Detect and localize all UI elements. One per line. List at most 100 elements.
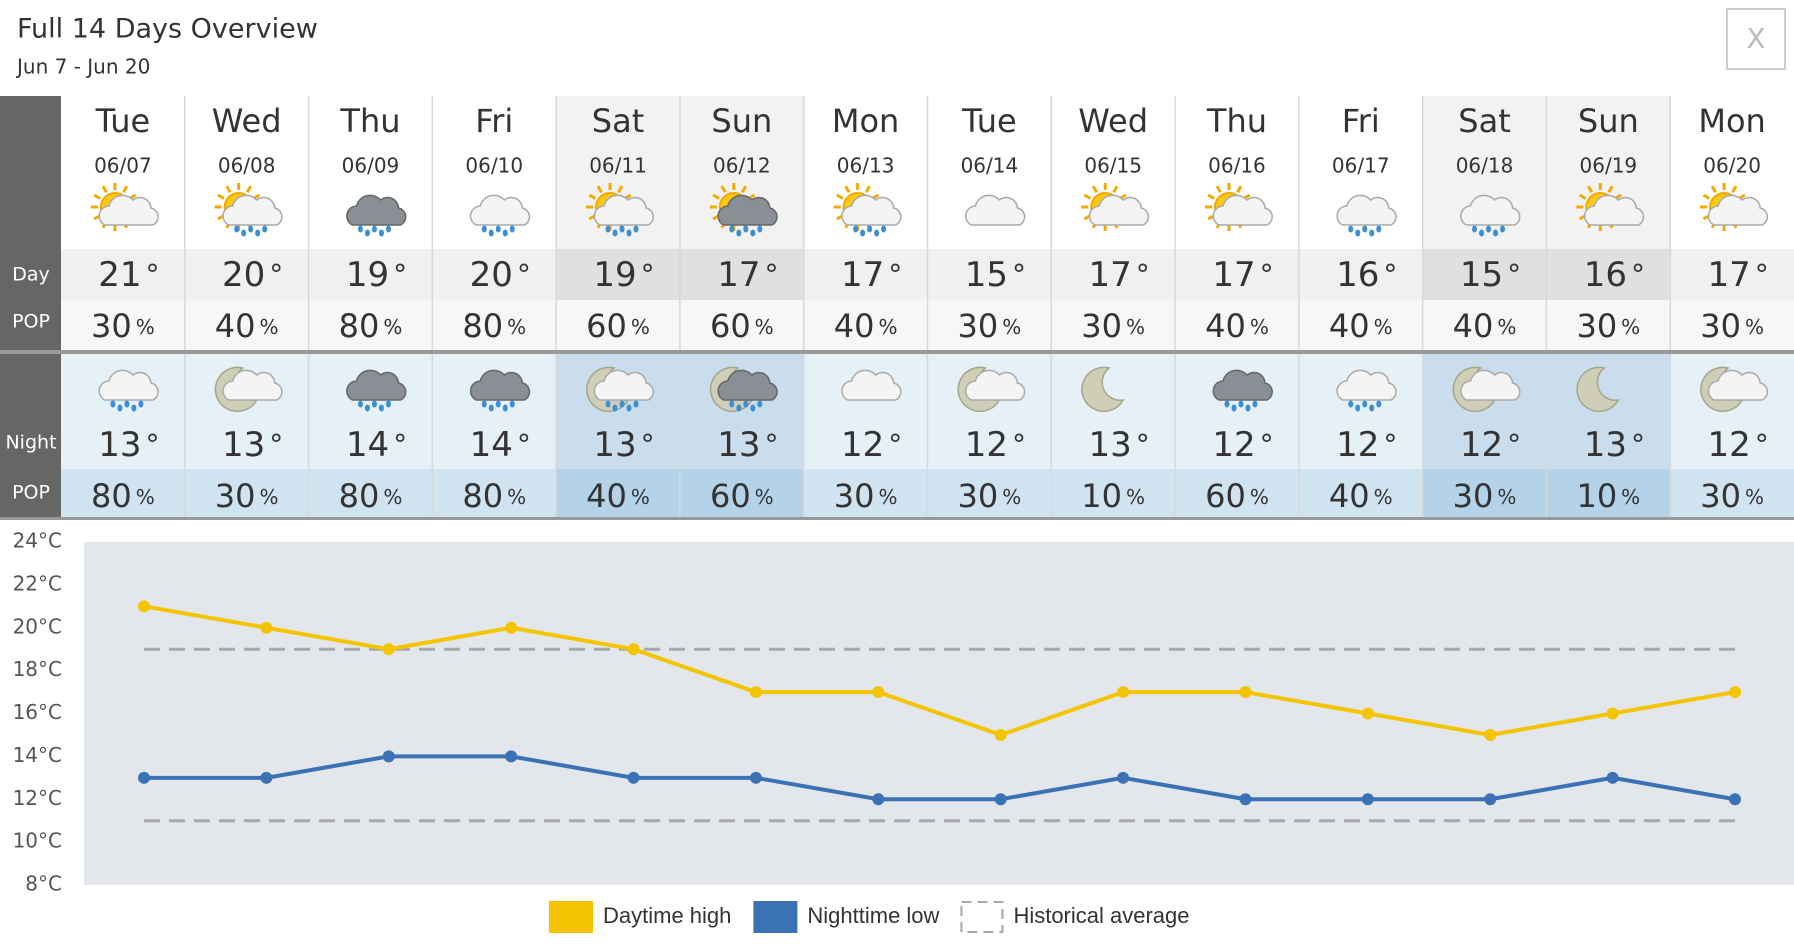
day-pop: 40% <box>1205 307 1269 345</box>
day-pop-value: 40 <box>215 307 256 345</box>
night-temp-value: 12 <box>1460 425 1503 465</box>
cloud-icon <box>1212 194 1273 226</box>
night-pop: 30% <box>958 477 1022 515</box>
night-pop: 30% <box>215 477 279 515</box>
night-pop-value: 60 <box>1205 477 1246 515</box>
day-temp: 16 ° <box>1584 255 1645 295</box>
day-temp: 16 ° <box>1336 255 1397 295</box>
cell-bg <box>432 469 557 518</box>
day-temp: 17 ° <box>1212 255 1273 295</box>
night-temp-value: 12 <box>841 425 884 465</box>
legend-swatch <box>960 901 1004 933</box>
rain-drop <box>1252 400 1258 408</box>
night-temp-unit: ° <box>1507 428 1521 461</box>
rain-drop <box>1355 229 1361 237</box>
data-point <box>505 621 518 634</box>
cloud-icon <box>965 369 1026 401</box>
night-temp-unit: ° <box>1631 428 1645 461</box>
day-temp-unit: ° <box>146 258 160 291</box>
day-pop-value: 40 <box>1453 307 1494 345</box>
night-temp-unit: ° <box>1383 428 1397 461</box>
sun-ray <box>1083 193 1092 200</box>
day-pop: 40% <box>834 307 898 345</box>
night-pop-value: 10 <box>1081 477 1122 515</box>
day-temp: 21 ° <box>98 255 159 295</box>
cloud-icon <box>1460 369 1521 401</box>
rain-drop <box>729 400 735 408</box>
cell-bg <box>803 469 928 518</box>
day-pop-unit: % <box>1745 315 1764 339</box>
day-temp-unit: ° <box>269 258 283 291</box>
sun-ray <box>93 193 101 200</box>
rain-drop <box>1493 229 1499 237</box>
sun-ray <box>217 193 225 200</box>
cloud-icon <box>469 194 531 226</box>
rain-drop <box>385 400 391 408</box>
sun-ray <box>864 185 871 194</box>
rain-drop <box>110 400 116 408</box>
rain-drop <box>626 229 632 237</box>
data-point <box>1117 686 1130 699</box>
day-temp: 20 ° <box>470 255 531 295</box>
cell-bg <box>61 249 185 300</box>
rain-drop <box>605 400 611 408</box>
data-point <box>505 750 518 763</box>
rain-drop <box>481 225 487 233</box>
night-pop: 10% <box>1081 477 1145 515</box>
rain-drop <box>1245 404 1251 412</box>
night-temp-unit: ° <box>1260 428 1274 461</box>
rain-drop <box>860 229 866 237</box>
rain-drop <box>371 225 377 233</box>
rain-drop <box>488 229 494 237</box>
day-pop-value: 40 <box>834 307 875 345</box>
night-temp-value: 12 <box>1707 425 1750 465</box>
day-pop: 60% <box>710 307 774 345</box>
data-point <box>1729 686 1741 699</box>
sun-ray <box>712 193 720 200</box>
night-pop-unit: % <box>260 485 279 509</box>
sun-ray <box>844 185 851 194</box>
rain-drop <box>241 229 247 237</box>
night-pop-value: 40 <box>1329 477 1370 515</box>
moon-icon <box>1576 366 1620 413</box>
rain-drop <box>1362 400 1368 408</box>
weekday: Sat <box>1458 102 1510 140</box>
cloud-icon <box>346 369 407 401</box>
night-temp-value: 13 <box>593 425 636 465</box>
y-tick-label: 12°C <box>13 786 62 810</box>
night-temp-value: 13 <box>717 425 760 465</box>
sun-ray <box>245 185 252 194</box>
night-pop-unit: % <box>878 485 897 509</box>
row-label: Day <box>12 264 50 286</box>
data-point <box>1361 707 1374 720</box>
cell-bg <box>1051 354 1176 469</box>
night-pop-value: 30 <box>215 477 256 515</box>
rain-drop <box>750 404 756 412</box>
night-temp-unit: ° <box>641 428 655 461</box>
cell-bg <box>1546 469 1671 518</box>
night-pop-unit: % <box>1745 485 1764 509</box>
rain-drop <box>633 400 639 408</box>
cell-bg <box>1422 469 1547 518</box>
sun-ray <box>1731 185 1738 194</box>
night-pop-value: 30 <box>958 477 999 515</box>
rain-drop <box>248 225 254 233</box>
night-pop-value: 30 <box>1453 477 1494 515</box>
data-point <box>994 793 1007 806</box>
day-temp: 17 ° <box>717 255 778 295</box>
y-tick-label: 8°C <box>25 872 62 896</box>
night-pop: 80% <box>339 477 403 515</box>
night-temp: 13 ° <box>717 425 778 465</box>
cell-bg <box>803 249 928 300</box>
rain-drop <box>255 229 261 237</box>
day-temp-value: 17 <box>1089 255 1132 295</box>
date: 06/12 <box>713 154 771 178</box>
rain-drop <box>378 229 384 237</box>
cell-bg <box>1670 300 1794 350</box>
close-label[interactable]: X <box>1746 22 1765 55</box>
day-temp: 15 ° <box>1460 255 1521 295</box>
day-temp-unit: ° <box>517 258 531 291</box>
day-temp-unit: ° <box>1136 258 1150 291</box>
close-button[interactable] <box>1726 8 1786 70</box>
day-temp-value: 15 <box>1460 255 1503 295</box>
